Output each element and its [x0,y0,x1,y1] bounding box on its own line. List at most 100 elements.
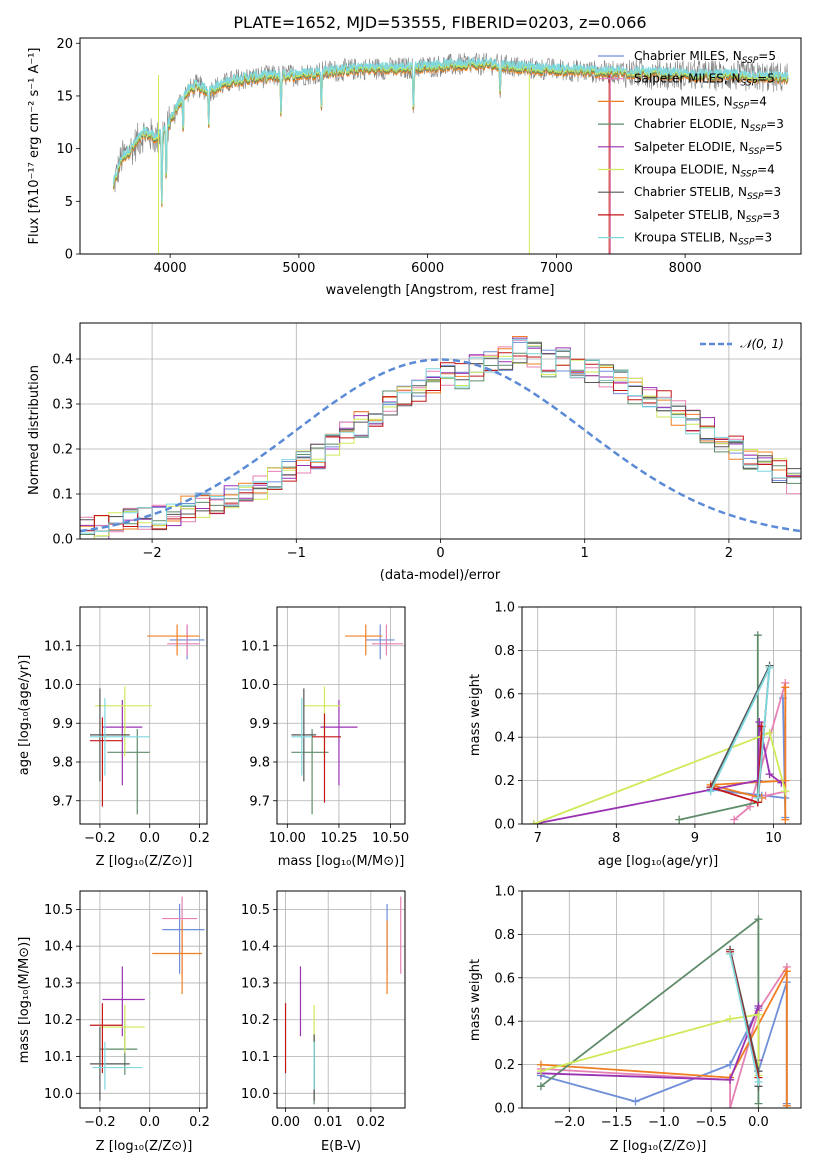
y-tick-label: 0.2 [494,774,515,789]
legend-name: Kroupa ELODIE, N [634,163,741,177]
x-tick-label: 0.01 [314,1115,343,1130]
y-tick-label: 10.1 [44,639,73,654]
plot-area [284,896,402,1105]
legend-label: Kroupa ELODIE, NSSP=4 [634,163,775,180]
axes-frame [79,37,802,255]
legend-sub: SSP [746,215,763,225]
axes-frame [276,890,406,1109]
histogram-xlabel: (data-model)/error [380,568,501,583]
age-vs-mass-panel: 10.00 10.25 10.50 9.7 9.8 9.9 10.0 10.1 [241,606,409,846]
axes-frame [79,890,208,1109]
y-tick-label: 10.0 [241,1087,270,1102]
y-tick-label: 15 [56,89,73,104]
y-tick-label: 10.0 [44,678,73,693]
legend-sub: SSP [738,238,755,248]
x-tick-label: 8 [612,831,620,846]
mass-z-xlabel: Z [log₁₀(Z/Z⊙)] [96,1139,193,1154]
histogram-ylabel: Normed distribution [27,365,42,495]
legend-label: Kroupa MILES, NSSP=4 [634,94,767,111]
plot-area [291,624,403,815]
x-tick-label: −2 [143,546,162,561]
legend-sub: SSP [750,124,767,134]
y-tick-label: 10.2 [44,1013,73,1028]
weight-marker-kroupa_stelib [706,787,715,796]
weight-marker-kroupa_stelib [754,1077,763,1086]
x-tick-label: 7 [534,831,542,846]
plot-area [536,915,791,1108]
weight-line-chabrier_elodie [679,635,759,821]
x-tick-label: −1.0 [648,1115,680,1130]
y-tick-label: 0.0 [494,1102,515,1117]
weight-line-salpeter_elodie [540,1005,760,1081]
mass-vs-metallicity-panel: −0.2 0.0 0.2 10.0 10.1 10.2 10.3 10.4 10.5 [44,890,210,1130]
weight-marker-kroupa_stelib [726,949,735,958]
weight-marker-chabrier_elodie [754,915,763,924]
weight-marker-kroupa_stelib [765,663,774,672]
age-vs-metallicity-panel: −0.2 0.0 0.2 9.7 9.8 9.9 10.0 10.1 [44,606,210,846]
y-tick-label: 0.8 [494,928,515,943]
x-tick-label: 0.0 [748,1115,769,1130]
legend-eq: =3 [764,185,782,199]
weight-marker-chabrier_miles [726,1060,735,1069]
y-tick-label: 9.7 [52,794,73,809]
legend-eq: =5 [765,140,783,154]
legend-label: Salpeter MILES, NSSP=5 [634,72,775,89]
legend-name: Chabrier STELIB, N [634,185,747,199]
legend-name: Chabrier ELODIE, N [634,117,750,131]
plot-area [89,624,205,815]
y-tick-label: 10 [56,142,73,157]
legend-name: Salpeter ELODIE, N [634,140,748,154]
weight-marker-salpeter_miles [730,815,739,824]
mass-z-ylabel: mass [log₁₀(M/M⊙)] [17,937,32,1064]
plot-area [112,52,789,254]
y-tick-label: 0.3 [52,398,73,413]
y-tick-label: 10.1 [241,639,270,654]
weight-marker-salpeter_elodie [765,770,774,779]
legend-name: Salpeter STELIB, N [634,208,746,222]
legend-sub: SSP [748,147,765,157]
spectrum-ylabel: Flux [fλ10⁻¹⁷ erg cm⁻² s⁻¹ A⁻¹] [27,48,42,245]
weight-marker-kroupa_stelib [753,793,762,802]
legend-name: Kroupa MILES, N [634,94,733,108]
legend-name: Salpeter MILES, N [634,72,741,86]
weight-marker-kroupa_elodie [536,1067,545,1076]
x-tick-label: −1.5 [601,1115,633,1130]
y-tick-label: 1.0 [494,601,515,616]
weight-line-kroupa_elodie [533,731,787,824]
age-z-xlabel: Z [log₁₀(Z/Z⊙)] [96,854,193,869]
figure-title: PLATE=1652, MJD=53555, FIBERID=0203, z=0… [233,13,646,32]
x-tick-label: 5000 [282,261,315,276]
x-tick-label: 10 [765,831,782,846]
weight-line-kroupa_stelib [729,953,760,1083]
age-mass-xlabel: mass [log₁₀(M/M⊙)] [278,854,405,869]
axes-frame [521,890,802,1109]
x-tick-label: 9 [691,831,699,846]
y-tick-label: 10.5 [241,903,270,918]
legend-eq: =5 [758,49,776,63]
y-tick-label: 0.0 [52,533,73,548]
legend-sub: SSP [742,56,759,66]
x-tick-label: 8000 [669,261,702,276]
y-tick-label: 0.4 [494,731,515,746]
legend-sub: SSP [741,170,758,180]
weight-marker-chabrier_elodie [675,815,684,824]
y-tick-label: 10.1 [241,1050,270,1065]
y-tick-label: 0.2 [494,1058,515,1073]
x-tick-label: 10.25 [320,831,357,846]
legend-label: Chabrier STELIB, NSSP=3 [634,185,781,202]
y-tick-label: 0.8 [494,644,515,659]
weight-marker-kroupa_miles [782,967,791,976]
weight-marker-chabrier_elodie [754,1099,763,1108]
y-tick-label: 10.0 [241,678,270,693]
mass-ebv-xlabel: E(B-V) [321,1139,361,1154]
legend-eq: =3 [762,208,780,222]
y-tick-label: 10.5 [44,903,73,918]
y-tick-label: 20 [56,37,73,52]
x-tick-label: 0.0 [139,831,160,846]
weight-marker-salpeter_elodie [726,1075,735,1084]
spectrum-model-kroupa_stelib [112,56,789,203]
histogram-legend: 𝒩(0, 1) [700,337,784,351]
y-tick-label: 0.0 [494,818,515,833]
weight-marker-kroupa_elodie [765,728,774,737]
